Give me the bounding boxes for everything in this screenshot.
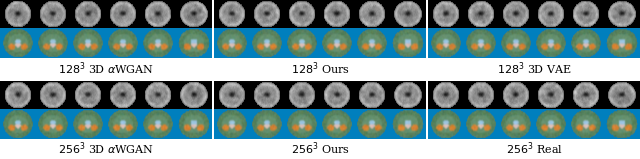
Text: $256^3$ Ours: $256^3$ Ours <box>291 141 349 157</box>
Text: $128^3$ 3D VAE: $128^3$ 3D VAE <box>497 60 572 77</box>
Text: $128^3$ 3D $\alpha$WGAN: $128^3$ 3D $\alpha$WGAN <box>58 60 154 77</box>
Text: $256^3$ 3D $\alpha$WGAN: $256^3$ 3D $\alpha$WGAN <box>58 141 154 157</box>
Text: $256^3$ Real: $256^3$ Real <box>506 141 563 157</box>
Text: $128^3$ Ours: $128^3$ Ours <box>291 60 349 77</box>
